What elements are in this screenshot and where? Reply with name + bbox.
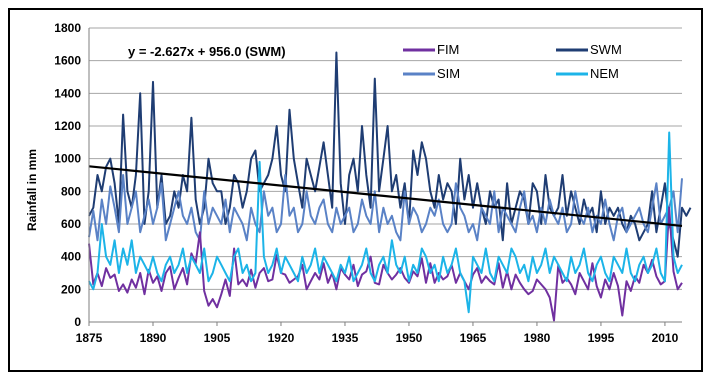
trendline — [88, 165, 683, 228]
x-tick-label: 1920 — [268, 331, 295, 345]
series-line-sim — [88, 174, 683, 242]
series-line-nem — [88, 131, 683, 314]
series-lines — [88, 51, 692, 322]
y-tick-label: 0 — [74, 315, 81, 329]
x-tick-label: 1980 — [524, 331, 551, 345]
x-tick-label: 1995 — [588, 331, 615, 345]
y-tick-label: 1800 — [54, 21, 81, 35]
x-tick-label: 1950 — [396, 331, 423, 345]
x-tick-label: 1875 — [76, 331, 103, 345]
x-tick-label: 1890 — [140, 331, 167, 345]
x-tick-labels: 1875 1890 1905 1920 1935 1950 1965 1980 1995 2010 — [76, 331, 679, 345]
legend-label-nem: NEM — [590, 66, 619, 81]
legend-label-sim: SIM — [437, 66, 460, 81]
legend-label-swm: SWM — [590, 42, 622, 57]
y-tick-labels: 0 200 400 600 800 1000 1200 1400 1600 1800 — [54, 21, 81, 329]
y-axis-label: Rainfall in mm — [25, 149, 39, 231]
x-tick-label: 1935 — [332, 331, 359, 345]
y-tick-label: 1200 — [54, 119, 81, 133]
y-tick-label: 600 — [61, 217, 81, 231]
y-tick-label: 1400 — [54, 86, 81, 100]
x-tick-label: 2010 — [652, 331, 679, 345]
x-tick-label: 1965 — [460, 331, 487, 345]
y-tick-label: 400 — [61, 250, 81, 264]
legend-label-fim: FIM — [437, 42, 459, 57]
y-tick-label: 200 — [61, 282, 81, 296]
y-tick-label: 1600 — [54, 54, 81, 68]
y-tick-label: 800 — [61, 184, 81, 198]
x-tick-label: 1905 — [204, 331, 231, 345]
axes — [88, 28, 682, 326]
trendline-layer — [88, 165, 683, 228]
trendline-equation: y = -2.627x + 956.0 (SWM) — [128, 44, 286, 59]
y-tick-label: 1000 — [54, 152, 81, 166]
series-line-fim — [88, 206, 683, 322]
legend: FIM SWM SIM NEM — [403, 42, 622, 81]
chart-frame: 0 200 400 600 800 1000 1200 1400 1600 1800 1875 18… — [8, 8, 703, 372]
series-line-swm — [88, 51, 692, 258]
